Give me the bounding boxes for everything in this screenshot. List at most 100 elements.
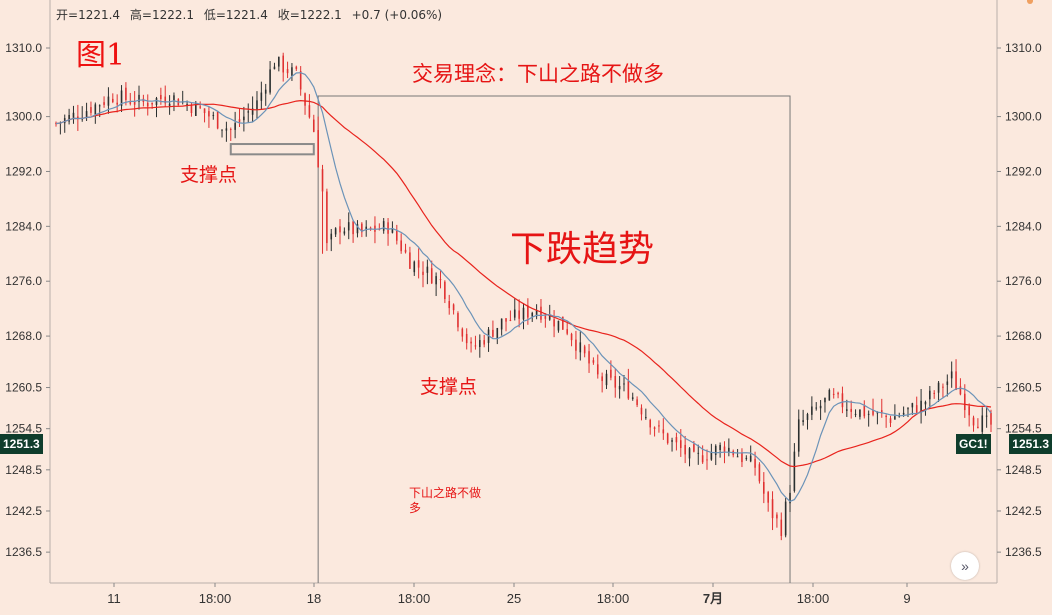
- candle-body: [164, 96, 167, 104]
- candle-body: [361, 223, 363, 233]
- candle-body: [867, 413, 870, 415]
- candle-body: [911, 403, 914, 408]
- candle-body: [400, 240, 402, 252]
- candle-body: [758, 464, 761, 482]
- x-axis: 11 18:00 18 18:00 25 18:00 7月 18:00 9: [107, 583, 911, 606]
- candle-body: [793, 451, 796, 491]
- candle-body: [282, 55, 284, 73]
- candle-body: [77, 116, 79, 119]
- y-tick-label-left: 1248.5: [5, 463, 42, 477]
- y-tick-label-left: 1300.0: [5, 110, 42, 124]
- candle-body: [160, 94, 162, 100]
- candle-body: [518, 310, 520, 319]
- candle-body: [229, 129, 232, 131]
- candle-body: [832, 393, 835, 395]
- candle-body: [356, 224, 359, 234]
- candle-body: [723, 446, 726, 453]
- y-tick-label-left: 1268.0: [5, 329, 42, 343]
- candle-body: [387, 222, 389, 234]
- candle-body: [168, 103, 171, 107]
- candle-body: [749, 455, 752, 462]
- candle-body: [535, 310, 538, 317]
- candle-body: [422, 271, 424, 275]
- candle-body: [745, 457, 748, 459]
- candle-body: [321, 169, 324, 192]
- ma-slow-line: [55, 99, 992, 468]
- y-tick-label-right: 1260.5: [1005, 381, 1042, 395]
- candle-body: [789, 492, 791, 504]
- candle-body: [776, 514, 778, 519]
- y-axis: 1310.0 1310.0 1300.0 1300.0 1292.0 1292.0 1284…: [5, 41, 1042, 559]
- candle-body: [846, 409, 848, 411]
- candle-body: [714, 445, 717, 455]
- candle-body: [946, 381, 949, 385]
- y-tick-label-right: 1248.5: [1005, 463, 1042, 477]
- philosophy-annotation: 交易理念：下山之路不做多: [412, 62, 664, 86]
- price-tag-right: 1251.3: [1009, 434, 1052, 454]
- candle-body: [116, 102, 118, 105]
- candle-body: [985, 415, 988, 417]
- candle-body: [98, 105, 101, 107]
- candle-body: [915, 405, 918, 413]
- candle-body: [312, 119, 315, 132]
- double-chevron-right-icon[interactable]: »: [951, 552, 979, 580]
- candle-body: [937, 382, 940, 393]
- candle-body: [623, 383, 625, 385]
- candle-body: [841, 393, 844, 408]
- ma-fast-line: [55, 72, 992, 503]
- y-tick-label-right: 1284.0: [1005, 219, 1042, 233]
- y-tick-label-left: 1260.5: [5, 381, 42, 395]
- candle-body: [186, 103, 188, 105]
- trend-box: [317, 95, 791, 583]
- candle-body: [465, 333, 468, 344]
- candle-body: [107, 96, 110, 106]
- candle-body: [631, 397, 634, 399]
- candle-body: [640, 407, 643, 415]
- candle-body: [256, 100, 258, 110]
- candle-body: [492, 329, 494, 337]
- candle-body: [417, 260, 420, 268]
- candle-body: [531, 312, 534, 317]
- candle-body: [90, 107, 92, 113]
- candle-body: [990, 412, 992, 425]
- candle-body: [579, 342, 582, 353]
- candlestick-series: [55, 52, 992, 541]
- candle-body: [592, 360, 595, 363]
- candle-body: [614, 376, 617, 388]
- candle-body: [426, 266, 429, 273]
- candle-body: [907, 408, 909, 410]
- candle-body: [308, 105, 311, 118]
- candle-body: [675, 437, 678, 443]
- candle-body: [452, 304, 455, 311]
- candle-body: [133, 101, 136, 105]
- candle-body: [557, 320, 560, 331]
- candle-body: [457, 313, 459, 328]
- change-readout: +0.7 (+0.06%): [351, 8, 443, 22]
- close-readout: 收=1222.1: [277, 8, 342, 22]
- candle-body: [933, 392, 936, 394]
- candle-body: [666, 433, 669, 444]
- candle-body: [754, 458, 756, 468]
- candle-body: [968, 406, 970, 416]
- candle-body: [548, 315, 551, 320]
- candle-body: [963, 393, 966, 411]
- candle-body: [430, 268, 433, 284]
- candle-body: [653, 427, 656, 430]
- alert-dot: [1027, 0, 1033, 4]
- candle-body: [111, 98, 114, 103]
- support-annotation-1: 支撑点: [180, 164, 238, 186]
- candle-body: [474, 345, 477, 347]
- candle-body: [435, 276, 437, 285]
- candle-body: [483, 340, 485, 345]
- low-readout: 低=1221.4: [203, 8, 268, 22]
- candle-body: [369, 227, 372, 230]
- candle-body: [151, 102, 153, 105]
- candle-body: [125, 87, 127, 100]
- candle-body: [500, 318, 503, 330]
- candle-body: [146, 102, 149, 107]
- candle-body: [981, 415, 984, 432]
- x-tick-label: 9: [903, 591, 910, 606]
- figure-label: 图1: [76, 38, 126, 73]
- candle-body: [347, 222, 350, 231]
